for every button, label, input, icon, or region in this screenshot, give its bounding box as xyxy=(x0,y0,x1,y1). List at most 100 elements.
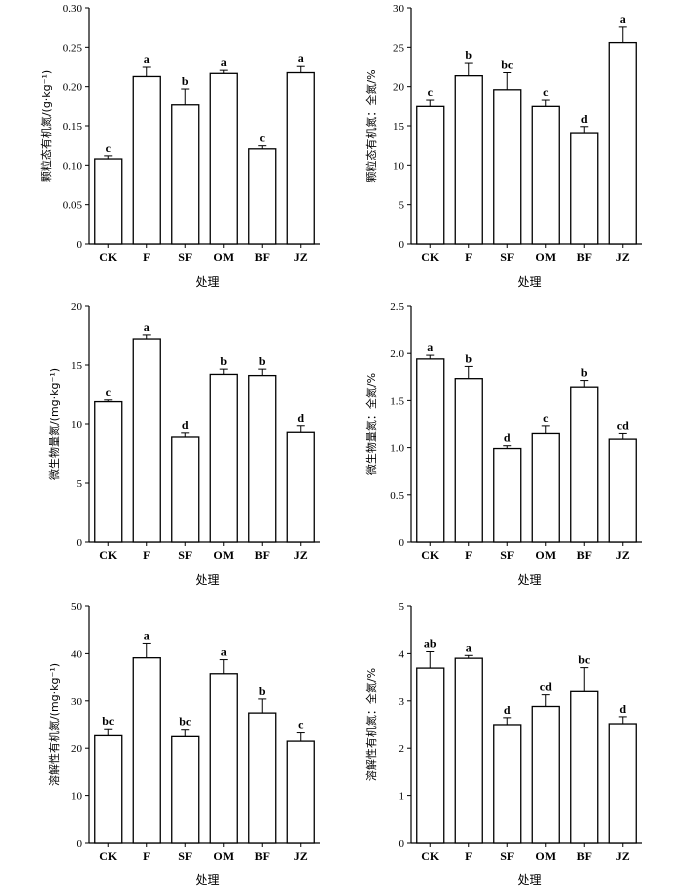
y-tick-label: 0.05 xyxy=(63,200,83,212)
x-tick-label: F xyxy=(143,250,150,264)
significance-label: bc xyxy=(578,653,591,667)
bar-ck xyxy=(94,400,123,543)
chart-panel-5: 0 10 20 30 40 50 bc CK a Fbc SF a OM b BF c JZ 处理 溶解性有机氮/(… xyxy=(47,601,320,886)
x-tick-label: SF xyxy=(500,250,514,264)
y-tick-label: 0.5 xyxy=(390,490,404,502)
chart-panel-2: 0 5 10 15 20 25 30 c CK b Fbc SF c OM d BF a JZ 处理 颗粒态有机氮：全… xyxy=(364,3,642,289)
x-tick-label: CK xyxy=(99,548,118,562)
significance-label: ab xyxy=(424,637,437,651)
chart-panel-3: 0 5 10 15 20 c CK a Fd SF b OM b BF d JZ 处理 微生物量氮/(mg·kg⁻… xyxy=(47,301,320,587)
chart-panel-6: 0 1 2 3 4 5 ab CK a Fd SF cd OM bc BF d JZ 处理 溶解性有机氮：全氮/% xyxy=(364,601,642,886)
x-tick-label: JZ xyxy=(616,849,630,863)
bar-sf xyxy=(493,447,522,543)
bar-bf xyxy=(248,712,277,844)
x-tick-label: F xyxy=(465,548,472,562)
chart-panel-1: 0 0.05 0.10 0.15 0.20 0.25 0.30 c CK a Fb SF a OM c BF a… xyxy=(39,3,320,289)
chart-panel-4: 0 0.5 1.0 1.5 2.0 2.5 a CK b Fd SF c OM b BF cd JZ 处理 微生物量… xyxy=(364,301,642,587)
significance-label: c xyxy=(106,141,112,155)
x-tick-label: BF xyxy=(255,849,270,863)
bar-f xyxy=(454,75,483,245)
y-tick-label: 10 xyxy=(393,160,405,172)
bar-sf xyxy=(493,724,522,844)
significance-label: a xyxy=(466,640,472,654)
y-tick-label: 50 xyxy=(71,601,83,613)
x-tick-label: OM xyxy=(535,250,556,264)
y-tick-label: 30 xyxy=(71,696,83,708)
x-tick-label: CK xyxy=(99,250,118,264)
x-tick-label: BF xyxy=(255,250,270,264)
y-tick-label: 0 xyxy=(399,537,405,549)
x-tick-label: F xyxy=(465,849,472,863)
y-tick-label: 1 xyxy=(399,791,405,803)
bar-bf xyxy=(570,690,599,844)
significance-label: a xyxy=(221,645,227,659)
significance-label: c xyxy=(543,411,549,425)
significance-label: bc xyxy=(179,715,192,729)
y-axis-title: 颗粒态有机氮/(g·kg⁻¹) xyxy=(39,70,53,182)
y-tick-label: 0 xyxy=(77,838,83,850)
bar-om xyxy=(209,373,238,543)
x-axis-title: 处理 xyxy=(517,275,541,289)
y-axis-title: 溶解性有机氮：全氮/% xyxy=(364,668,378,781)
bar-ck xyxy=(94,734,123,844)
bar-sf xyxy=(171,104,200,245)
y-tick-label: 0.10 xyxy=(63,160,83,172)
x-tick-label: CK xyxy=(421,548,440,562)
y-tick-label: 1.0 xyxy=(390,443,404,455)
y-tick-label: 0.25 xyxy=(63,42,83,54)
significance-label: cd xyxy=(540,680,552,694)
bar-bf xyxy=(248,148,277,245)
significance-label: cd xyxy=(617,418,629,432)
y-tick-label: 0 xyxy=(399,239,405,251)
x-tick-label: CK xyxy=(421,849,440,863)
bar-sf xyxy=(171,436,200,543)
x-tick-label: F xyxy=(143,548,150,562)
bar-sf xyxy=(171,735,200,844)
y-tick-label: 2.0 xyxy=(390,348,404,360)
y-tick-label: 3 xyxy=(399,696,405,708)
bar-f xyxy=(132,338,161,543)
y-tick-label: 2 xyxy=(399,743,405,755)
y-tick-label: 0.30 xyxy=(63,3,83,15)
bar-jz xyxy=(608,41,637,245)
significance-label: a xyxy=(144,320,150,334)
x-tick-label: F xyxy=(143,849,150,863)
significance-label: c xyxy=(106,385,112,399)
significance-label: b xyxy=(465,48,472,62)
x-tick-label: SF xyxy=(178,250,192,264)
y-tick-label: 0 xyxy=(399,838,405,850)
x-tick-label: JZ xyxy=(294,548,308,562)
x-tick-label: SF xyxy=(500,548,514,562)
bar-f xyxy=(132,75,161,245)
x-tick-label: JZ xyxy=(616,250,630,264)
y-tick-label: 1.5 xyxy=(390,395,404,407)
significance-label: a xyxy=(427,340,433,354)
y-tick-label: 0 xyxy=(77,239,83,251)
y-tick-label: 4 xyxy=(399,648,405,660)
y-tick-label: 10 xyxy=(71,419,83,431)
y-tick-label: 10 xyxy=(71,791,83,803)
significance-label: bc xyxy=(102,714,115,728)
bar-om xyxy=(209,673,238,844)
y-tick-label: 5 xyxy=(399,200,405,212)
x-tick-label: JZ xyxy=(294,250,308,264)
bar-bf xyxy=(570,132,599,245)
significance-label: d xyxy=(504,431,511,445)
x-tick-label: OM xyxy=(213,849,234,863)
significance-label: b xyxy=(465,351,472,365)
x-axis-title: 处理 xyxy=(517,573,541,587)
x-axis-title: 处理 xyxy=(195,275,219,289)
significance-label: a xyxy=(144,628,150,642)
y-tick-label: 2.5 xyxy=(390,301,404,313)
y-axis-title: 颗粒态有机氮：全氮/% xyxy=(364,69,378,182)
bar-om xyxy=(209,72,238,245)
y-tick-label: 0.15 xyxy=(63,121,83,133)
bar-om xyxy=(531,105,560,245)
y-tick-label: 25 xyxy=(393,42,405,54)
y-tick-label: 15 xyxy=(71,360,83,372)
significance-label: d xyxy=(182,418,189,432)
bar-f xyxy=(454,378,483,543)
x-tick-label: F xyxy=(465,250,472,264)
y-tick-label: 15 xyxy=(393,121,405,133)
significance-label: c xyxy=(543,85,549,99)
